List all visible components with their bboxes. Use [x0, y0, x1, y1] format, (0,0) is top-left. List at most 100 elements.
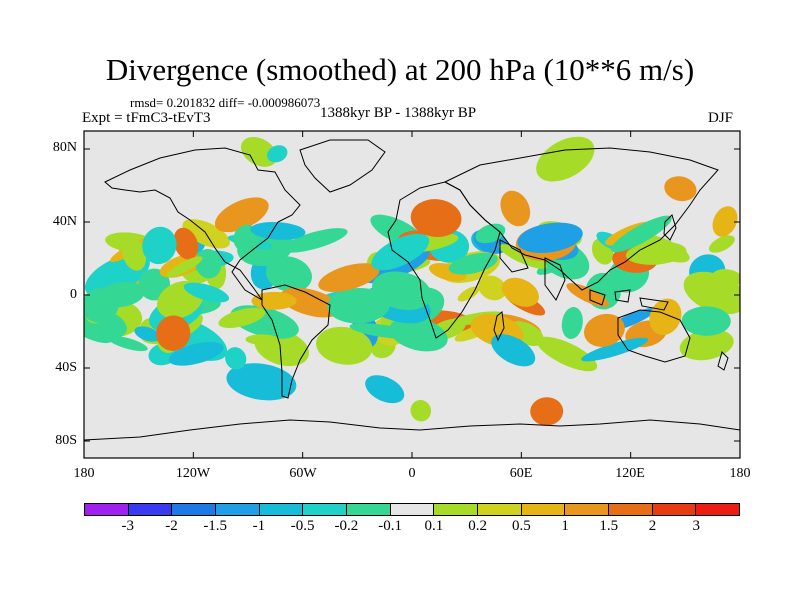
y-label-40s: 40S	[55, 360, 77, 375]
field-blob	[318, 263, 380, 292]
field-blob	[634, 233, 690, 263]
field-blob	[121, 236, 147, 271]
field-blob	[250, 221, 306, 240]
colorbar-swatch	[172, 504, 217, 515]
colorbar-label: -0.5	[290, 518, 315, 534]
field-blob	[183, 282, 229, 303]
field-blob	[214, 197, 269, 233]
field-blob	[195, 248, 222, 279]
colorbar-label: -3	[121, 518, 134, 534]
coastlines	[84, 139, 740, 441]
axis-ticks	[83, 131, 741, 458]
field-blob	[500, 190, 531, 227]
field-blob	[611, 215, 672, 253]
field-blob	[166, 256, 203, 278]
field-blob	[389, 317, 448, 352]
field-blob	[218, 307, 266, 328]
field-blob	[491, 334, 536, 367]
field-blob	[410, 399, 432, 422]
field-blob	[107, 335, 148, 352]
x-label-60w: 60W	[289, 466, 317, 481]
field-blob	[649, 298, 682, 335]
field-blob	[349, 323, 417, 339]
colorbar-swatch	[216, 504, 260, 515]
colorbar-swatch	[434, 504, 479, 515]
field-blob	[225, 347, 247, 370]
period-label: 1388kyr BP - 1388kyr BP	[320, 105, 477, 121]
field-blob	[501, 277, 539, 307]
x-label-120e: 120E	[615, 466, 645, 481]
field-blob	[448, 252, 498, 275]
field-blob	[173, 227, 199, 260]
divergence-field	[84, 136, 740, 426]
field-blob	[365, 375, 405, 404]
field-blob	[457, 286, 480, 302]
field-blob	[708, 235, 735, 253]
x-label-120w: 120W	[175, 466, 211, 481]
colorbar-label: -2	[165, 518, 178, 534]
field-blob	[266, 145, 288, 163]
field-blob	[134, 326, 161, 342]
x-label-0: 0	[408, 466, 416, 481]
field-blob	[517, 222, 583, 254]
field-blob	[156, 315, 191, 351]
field-blob	[316, 326, 373, 365]
field-blob	[536, 136, 595, 182]
colorbar-label: 3	[692, 518, 701, 534]
colorbar-swatch	[85, 504, 129, 515]
colorbar-swatch	[609, 504, 653, 515]
stats-line: rmsd= 0.201832 diff= -0.000986073	[130, 95, 321, 110]
field-blob	[280, 287, 341, 318]
field-blob	[478, 275, 507, 301]
field-blob	[583, 313, 625, 347]
field-blob	[712, 206, 738, 237]
colorbar-swatch	[565, 504, 610, 515]
field-blob	[84, 288, 119, 323]
field-blob	[226, 363, 297, 401]
field-blob	[142, 226, 177, 265]
colorbar-swatch	[347, 504, 391, 515]
y-label-80n: 80N	[52, 140, 77, 155]
field-blob	[530, 397, 564, 426]
colorbar	[84, 503, 740, 516]
colorbar-swatch	[390, 504, 435, 515]
map-title: Divergence (smoothed) at 200 hPa (10**6 …	[105, 52, 695, 87]
field-blob	[327, 287, 390, 324]
field-blob	[84, 317, 112, 344]
experiment-label: Expt = tFmC3-tEvT3	[82, 110, 211, 126]
x-label-60e: 60E	[509, 466, 533, 481]
colorbar-label: -0.1	[378, 518, 402, 534]
field-blob	[168, 341, 224, 366]
colorbar-swatch	[652, 504, 697, 515]
colorbar-swatch	[128, 504, 173, 515]
colorbar-label: 1.5	[599, 518, 619, 534]
season-label: DJF	[708, 110, 734, 126]
x-label-180-east: 180	[729, 466, 751, 481]
colorbar-label: -1	[252, 518, 266, 534]
colorbar-label: 0.1	[424, 518, 444, 534]
colorbar-label: 0.2	[468, 518, 487, 534]
y-label-80s: 80S	[55, 433, 77, 448]
colorbar-label: -1.5	[203, 518, 228, 534]
field-blob	[371, 233, 430, 271]
field-blob	[681, 306, 731, 336]
colorbar-label: -0.2	[334, 518, 359, 534]
colorbar-swatch	[696, 504, 740, 515]
colorbar-swatch	[303, 504, 348, 515]
y-label-0: 0	[70, 287, 77, 302]
field-blob	[281, 228, 348, 253]
field-blob	[265, 256, 312, 293]
field-blob	[245, 334, 281, 346]
field-blob	[372, 271, 432, 311]
colorbar-swatch	[259, 504, 304, 515]
field-blob	[240, 136, 278, 167]
colorbar-label: 1	[561, 518, 569, 534]
field-blob	[536, 336, 598, 372]
field-blob	[581, 337, 649, 362]
colorbar-swatch	[478, 504, 522, 515]
colorbar-swatch	[521, 504, 566, 515]
field-blob	[712, 269, 740, 287]
field-blob	[410, 199, 462, 238]
field-blob	[679, 329, 734, 361]
